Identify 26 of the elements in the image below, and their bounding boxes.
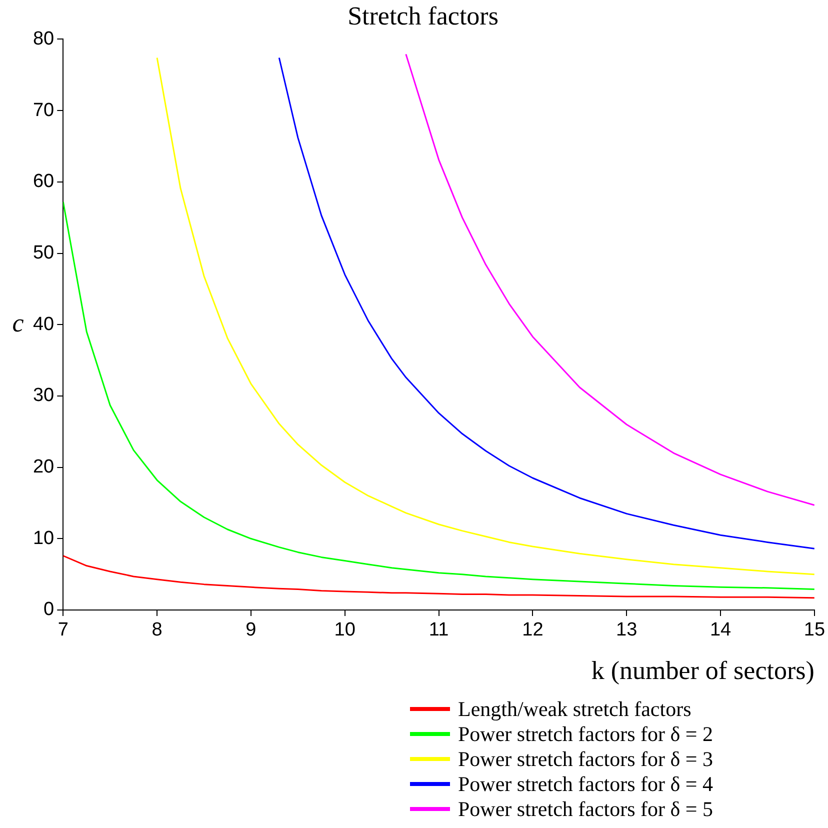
legend-label: Power stretch factors for δ = 4 [458,772,713,796]
legend-label: Power stretch factors for δ = 5 [458,796,713,820]
x-tick-label: 8 [152,620,162,641]
x-tick-label: 15 [804,620,826,641]
y-tick-label: 70 [32,100,54,121]
x-tick-label: 9 [246,620,256,641]
legend-label: Power stretch factors for δ = 2 [458,722,713,746]
y-tick-label: 0 [44,599,54,620]
y-tick-label: 30 [32,385,54,406]
y-tick-label: 80 [32,28,54,50]
x-tick-label: 11 [428,620,449,641]
y-tick-label: 10 [32,528,54,549]
y-tick-label: 50 [32,242,54,264]
chart-title: Stretch factors [348,1,498,30]
legend-label: Length/weak stretch factors [458,696,692,720]
y-axis-title: c [12,308,24,338]
x-tick-label: 10 [334,620,356,641]
x-tick-label: 13 [616,620,638,641]
y-tick-label: 20 [32,456,54,478]
x-tick-label: 12 [522,620,544,641]
x-tick-label: 14 [710,620,732,641]
y-tick-label: 40 [32,314,54,335]
legend-label: Power stretch factors for δ = 3 [458,746,713,770]
x-axis-title: k (number of sectors) [591,656,814,686]
x-tick-label: 7 [58,620,68,641]
y-tick-label: 60 [32,171,54,192]
